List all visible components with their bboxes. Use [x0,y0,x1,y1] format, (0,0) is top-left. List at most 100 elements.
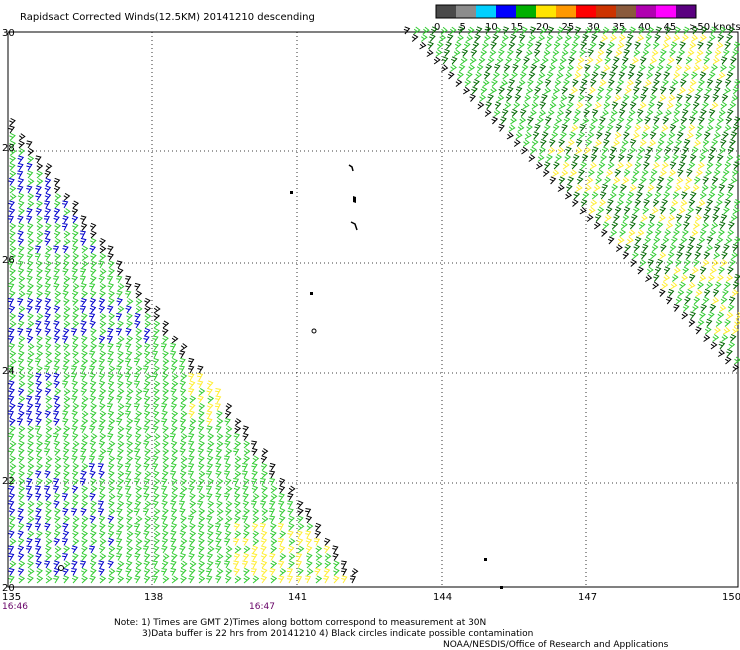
wind-barb [541,56,549,65]
wind-barb [234,530,242,539]
wind-barb [206,410,213,419]
wind-barb [71,245,79,254]
wind-barb [541,93,548,102]
legend-label: 15 [511,22,524,33]
wind-barb [71,508,78,516]
wind-barb [143,477,151,486]
wind-barb [18,440,25,449]
x-axis-labels: 135 138 141 144 147 150 [2,592,740,603]
wind-barb [26,328,33,336]
wind-barb [54,545,62,554]
wind-barb [580,161,588,170]
wind-barb [45,478,53,486]
legend-label: 45 [664,22,677,33]
wind-barb [125,350,133,359]
wind-barb [216,553,224,561]
wind-barb [9,275,17,284]
wind-barb [189,508,197,516]
wind-barb [225,485,233,494]
wind-barb [53,395,60,404]
wind-barb [551,94,559,102]
wind-barb [170,567,177,576]
wind-barb [26,402,34,411]
wind-barb [71,290,79,299]
wind-barb [652,198,660,207]
wind-barb [699,191,707,200]
wind-barb [732,48,739,57]
wind-barb [45,500,52,509]
wind-barb [125,567,132,576]
wind-barb [260,552,268,561]
wind-barb [675,296,683,305]
wind-barb [530,63,538,72]
wind-barb [724,356,732,365]
wind-barb [694,251,702,260]
wind-barb [602,26,610,35]
wind-barb [522,139,530,147]
wind-barb [454,41,462,50]
wind-barb [233,485,241,494]
wind-barb [225,567,233,576]
wind-barb [599,191,607,200]
wind-barb [171,447,179,456]
wind-barb [179,440,187,449]
wind-barb [628,109,636,117]
wind-barb [678,243,685,252]
wind-barb [153,387,160,396]
wind-barb [44,282,52,291]
wind-barb [462,86,471,95]
wind-barb [286,568,293,576]
legend-swatch [536,5,557,18]
wind-barb [615,123,623,132]
wind-barb [89,515,96,524]
wind-barb [178,500,186,509]
wind-barb [466,71,473,80]
wind-barb [696,243,703,252]
wind-barb [80,320,87,329]
wind-barb [7,215,14,224]
wind-barb [8,305,16,314]
wind-barb [35,185,42,194]
wind-barb [494,26,502,35]
wind-barb [36,237,43,246]
wind-barb [223,493,231,501]
wind-barb [457,71,464,80]
wind-barb [54,515,61,524]
wind-barb [188,545,196,554]
wind-barb [17,342,25,351]
wind-barb [27,245,34,254]
wind-barb [162,470,169,479]
wind-barb [597,86,605,95]
wind-barb [45,455,53,464]
wind-barb [80,237,87,246]
wind-barb [269,500,276,509]
wind-barb [518,79,526,87]
wind-barb [71,485,79,494]
wind-barb [305,515,313,524]
wind-barb [35,192,42,201]
wind-barb [17,237,25,246]
wind-barb [579,86,586,95]
wind-barb [126,522,133,531]
legend-swatch [596,5,617,18]
wind-barb [108,493,116,501]
wind-barb [666,221,674,230]
wind-barb [313,538,320,546]
wind-barb [524,94,532,102]
wind-barb [44,275,52,284]
wind-barb [7,410,14,419]
wind-barb [81,335,88,344]
wind-barb [53,537,61,546]
wind-barb [26,492,33,501]
wind-barb [706,124,714,132]
wind-barb [170,350,177,359]
wind-barb [732,243,739,252]
wind-barb [625,198,633,207]
wind-barb [197,365,204,374]
legend-border [435,4,697,19]
wind-barb [27,552,35,561]
wind-barb [710,341,718,350]
wind-barb [727,229,735,237]
wind-barb [206,492,213,501]
